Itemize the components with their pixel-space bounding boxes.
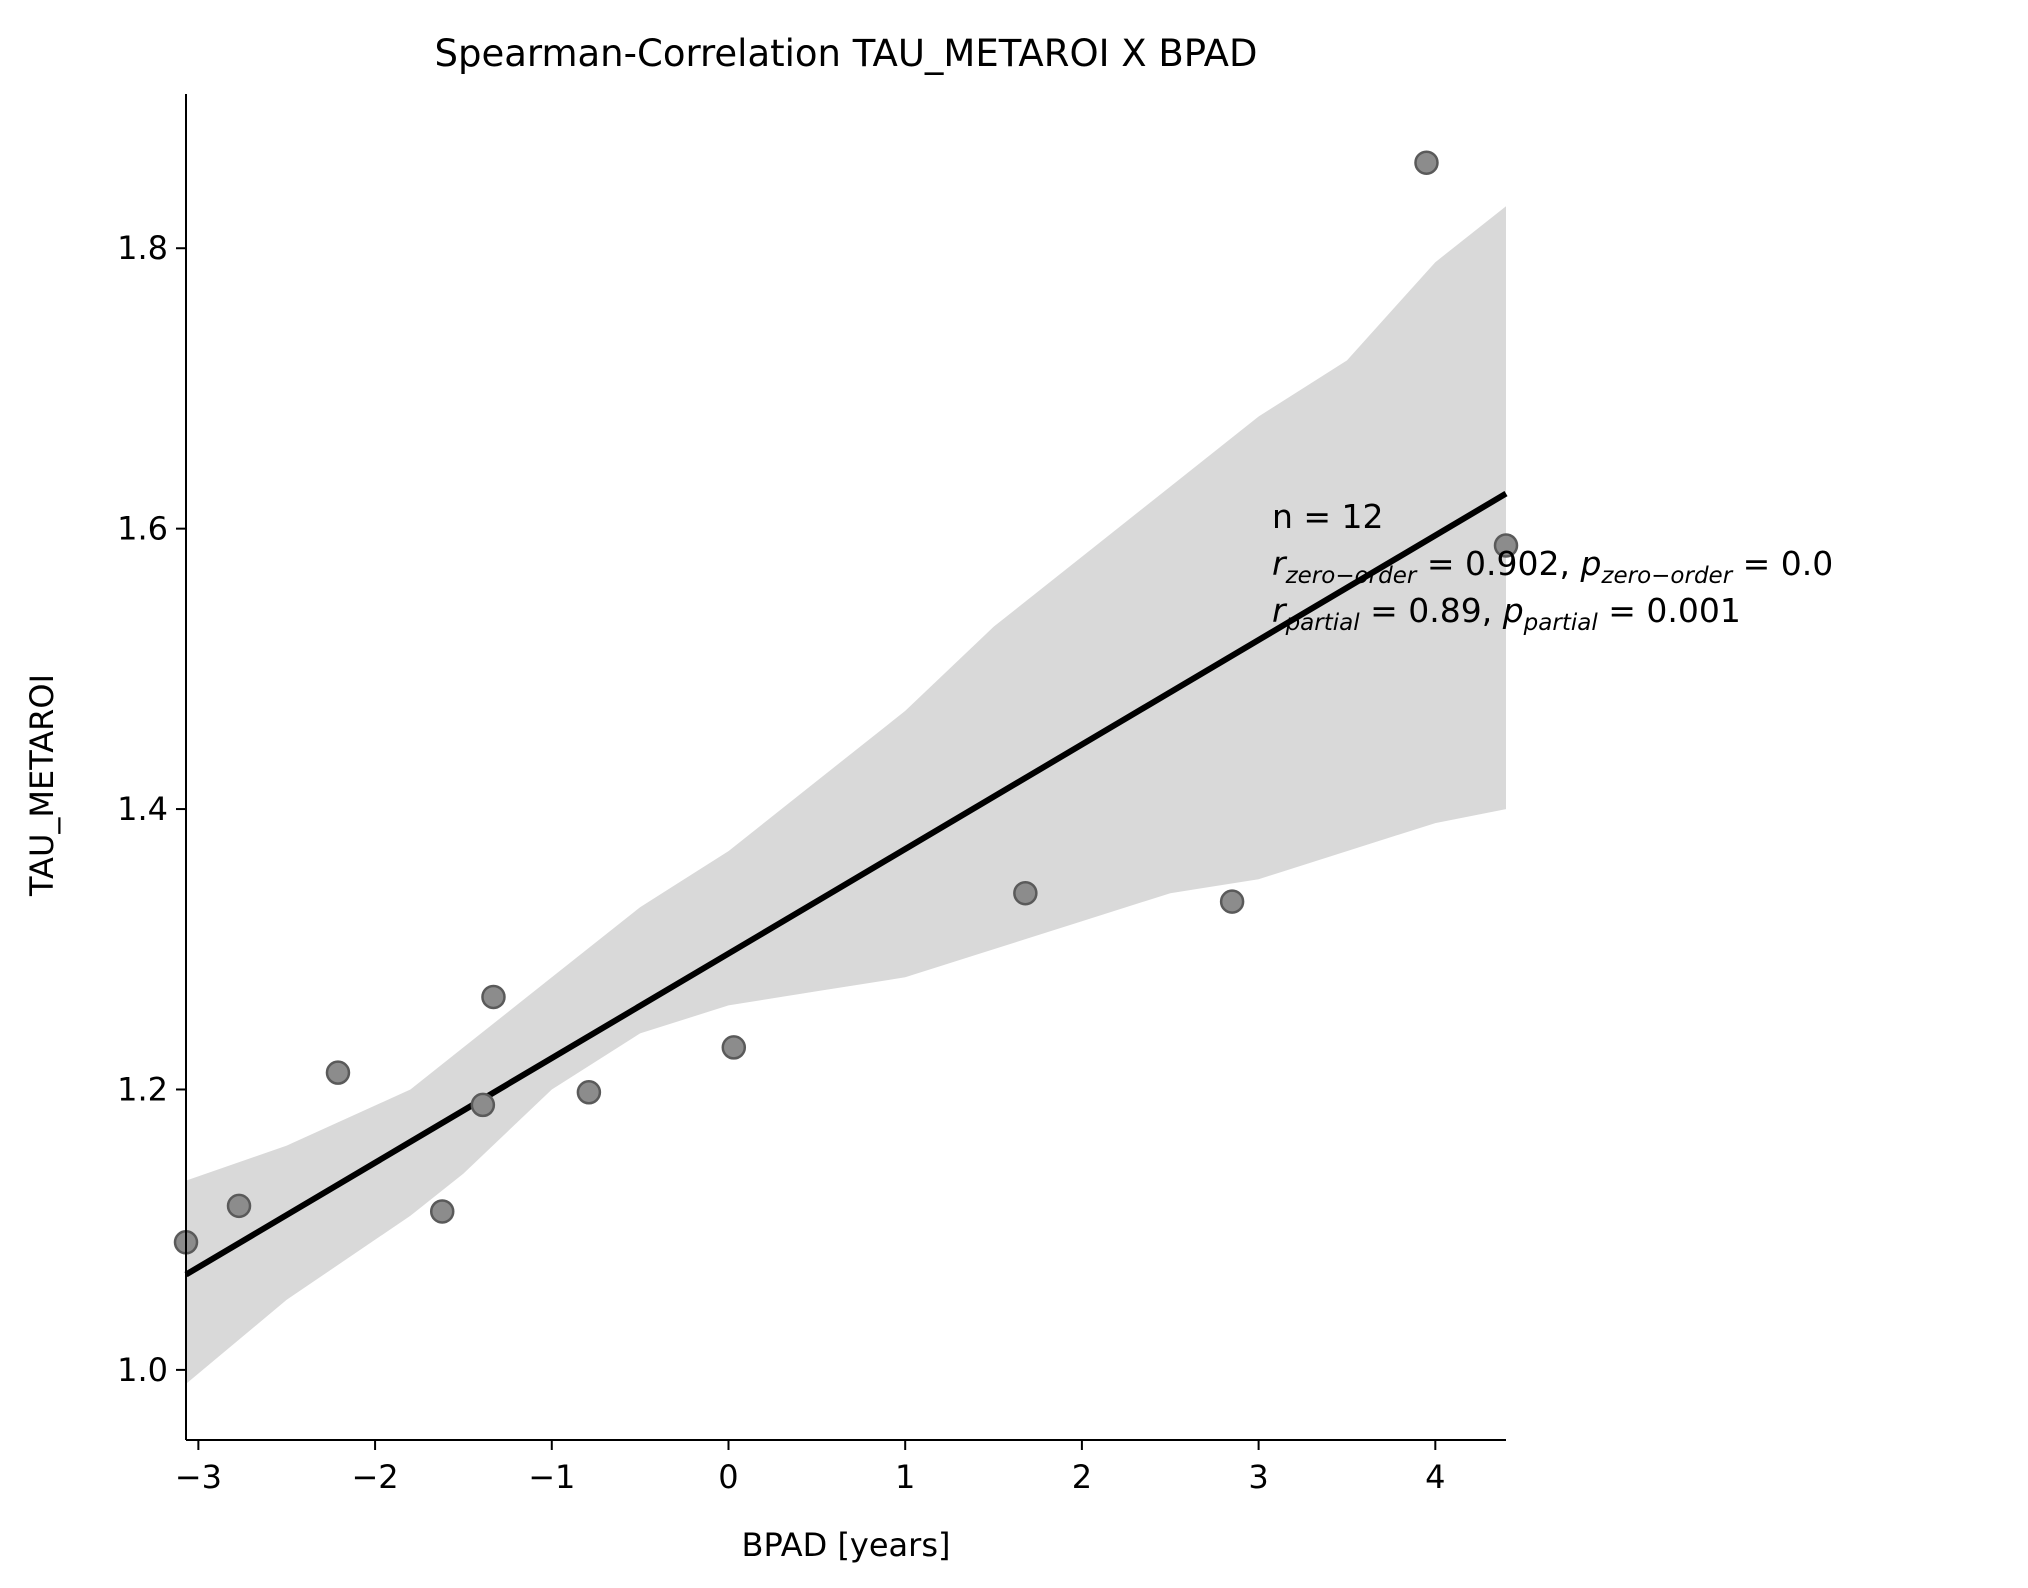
data-point: [576, 1080, 602, 1105]
x-tick-label: 2: [1072, 1458, 1092, 1496]
data-point: [470, 1092, 496, 1118]
x-tick-label: 0: [718, 1458, 738, 1496]
data-point: [226, 1193, 252, 1219]
data-point: [721, 1035, 747, 1060]
y-tick-label: 1.0: [117, 1351, 168, 1389]
data-points: [173, 150, 1519, 1255]
data-point: [481, 984, 506, 1010]
x-tick-label: 3: [1248, 1458, 1268, 1496]
annotation-n: n = 12: [1272, 497, 1384, 536]
r-zero-order-symbol: r: [1272, 544, 1288, 583]
p-partial-symbol: p: [1502, 591, 1524, 630]
regression-line: [184, 491, 1508, 1278]
data-point: [1414, 150, 1439, 175]
p-zero-order-value: = 0.0: [1732, 544, 1833, 583]
x-tick-label: −2: [351, 1458, 398, 1496]
y-tick-label: 1.8: [117, 229, 168, 267]
x-tick-label: −3: [175, 1458, 222, 1496]
data-point: [325, 1060, 351, 1085]
p-partial-subscript: partial: [1523, 610, 1599, 636]
chart-title: Spearman-Correlation TAU_METAROI X BPAD: [435, 32, 1258, 75]
data-point: [1219, 889, 1245, 914]
confidence-band: [186, 206, 1506, 1384]
annotation-zero-order: rzero−order = 0.902, pzero−order = 0.0: [1272, 544, 1833, 589]
x-tick-label: 4: [1425, 1458, 1445, 1496]
data-point: [429, 1199, 455, 1224]
stats-annotation: n = 12 rzero−order = 0.902, pzero−order …: [1272, 497, 1833, 636]
x-axis-ticks: −3 −2 −1 0 1 2 3 4: [175, 1440, 1445, 1496]
data-point: [1013, 880, 1038, 906]
y-axis-label: TAU_METAROI: [23, 674, 61, 897]
r-partial-symbol: r: [1272, 591, 1288, 630]
p-partial-value: = 0.001: [1598, 591, 1741, 630]
r-partial-value: = 0.89,: [1360, 591, 1503, 630]
x-tick-label: −1: [528, 1458, 575, 1496]
p-zero-order-subscript: zero−order: [1600, 563, 1733, 589]
r-zero-order-value: = 0.902,: [1416, 544, 1580, 583]
y-tick-label: 1.6: [117, 510, 168, 548]
annotation-partial: rpartial = 0.89, ppartial = 0.001: [1272, 591, 1741, 636]
r-zero-order-subscript: zero−order: [1285, 563, 1418, 589]
p-zero-order-symbol: p: [1579, 544, 1601, 583]
x-axis-label: BPAD [years]: [742, 1526, 951, 1564]
y-tick-label: 1.4: [117, 790, 168, 828]
r-partial-subscript: partial: [1285, 610, 1361, 636]
plot-area: [173, 150, 1519, 1384]
data-point: [1493, 533, 1519, 558]
x-tick-label: 1: [895, 1458, 915, 1496]
y-axis-ticks: 1.0 1.2 1.4 1.6 1.8: [117, 229, 186, 1389]
y-tick-label: 1.2: [117, 1070, 168, 1108]
